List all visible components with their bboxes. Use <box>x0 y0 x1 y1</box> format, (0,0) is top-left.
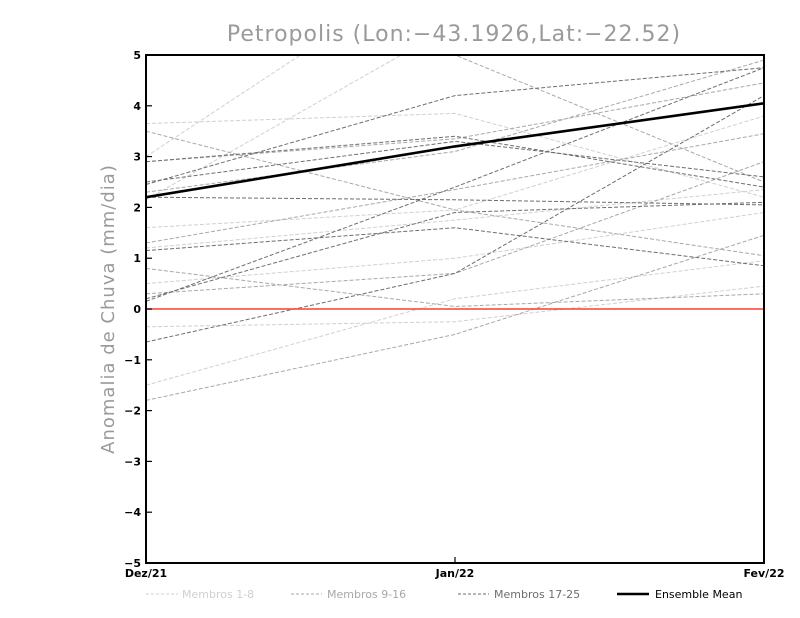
y-tick-label: −3 <box>124 455 141 468</box>
legend-label-4: Ensemble Mean <box>655 588 742 601</box>
member-series-line-4 <box>146 189 764 249</box>
y-axis-ticks: −5 −4 −3 −2 −1 0 1 2 3 4 5 <box>124 49 152 570</box>
member-series-line-21 <box>146 67 764 302</box>
y-tick-label: 1 <box>133 252 141 265</box>
legend: Membros 1-8 Membros 9-16 Membros 17-25 Ense… <box>146 588 742 601</box>
y-tick-label: −4 <box>124 506 141 519</box>
member-series-line-15 <box>146 234 764 401</box>
y-axis-label: Anomalia de Chuva (mm/dia) <box>98 164 119 454</box>
member-series-line-20 <box>146 227 764 267</box>
member-series-line-19 <box>146 196 764 206</box>
x-tick-label: Dez/21 <box>125 567 167 580</box>
ensemble-mean-group <box>146 102 764 199</box>
member-series-group <box>146 55 764 401</box>
member-series-line-9 <box>146 82 764 163</box>
y-tick-label: −5 <box>124 557 141 570</box>
member-series-line-22 <box>146 95 764 343</box>
legend-label-2: Membros 9-16 <box>327 588 406 601</box>
ensemble-mean-line <box>146 102 764 199</box>
x-tick-label: Fev/22 <box>743 567 784 580</box>
y-tick-label: −1 <box>124 354 141 367</box>
member-series-line-12 <box>146 130 764 257</box>
member-series-line-11 <box>146 133 764 244</box>
member-series-line-10 <box>146 59 764 193</box>
member-series-line-8 <box>146 55 302 158</box>
chart-title: Petropolis (Lon:−43.1926,Lat:−22.52) <box>227 22 681 47</box>
member-series-line-16 <box>439 55 764 183</box>
member-series-line-14 <box>146 161 764 295</box>
y-tick-label: 5 <box>133 49 141 62</box>
member-series-line-17 <box>146 135 764 188</box>
y-tick-label: 4 <box>133 100 141 113</box>
x-tick-label: Jan/22 <box>435 567 475 580</box>
member-series-line-7 <box>146 260 764 386</box>
legend-label-3: Membros 17-25 <box>494 588 580 601</box>
y-tick-label: −2 <box>124 405 141 418</box>
y-tick-label: 0 <box>133 303 141 316</box>
member-series-line-13 <box>146 267 764 308</box>
member-series-line-23 <box>146 201 764 300</box>
member-series-line-5 <box>146 212 764 285</box>
y-tick-label: 2 <box>133 201 141 214</box>
member-series-line-6 <box>146 285 764 328</box>
legend-label-1: Membros 1-8 <box>182 588 254 601</box>
member-series-line-24 <box>146 140 764 183</box>
member-series-line-1 <box>146 112 764 198</box>
member-series-line-18 <box>146 67 764 185</box>
x-axis-ticks: Dez/21 Jan/22 Fev/22 <box>125 557 785 580</box>
y-tick-label: 3 <box>133 151 141 164</box>
